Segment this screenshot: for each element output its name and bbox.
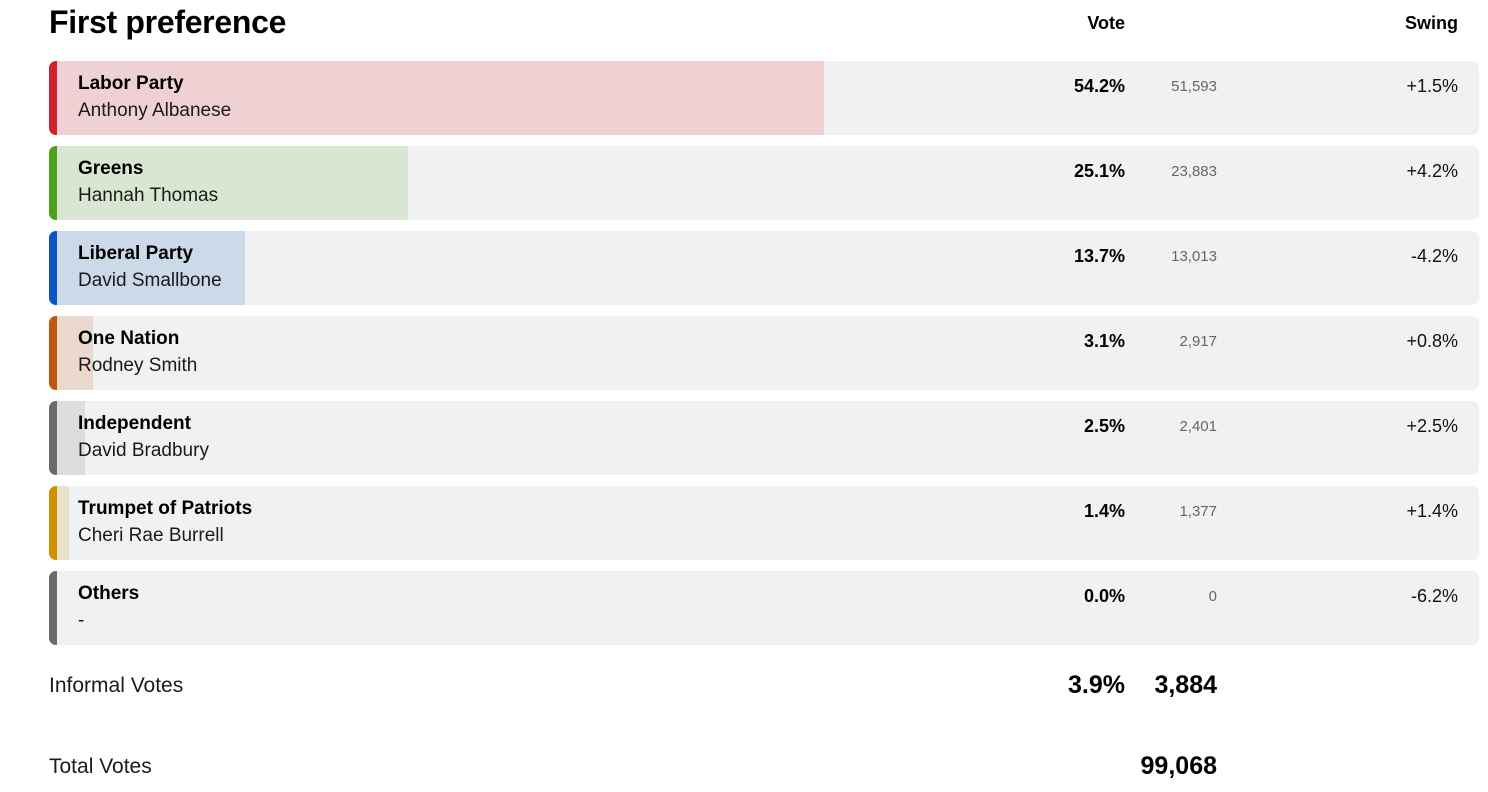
vote-percentage: 13.7%: [1073, 246, 1125, 266]
party-color-stripe: [49, 61, 57, 135]
result-row: One Nation Rodney Smith 3.1% 2,917 +0.8%: [49, 316, 1479, 390]
swing-value: +4.2%: [1406, 161, 1458, 181]
candidate-name: Hannah Thomas: [78, 185, 219, 206]
party-name: One Nation: [78, 328, 180, 349]
swing-value: +0.8%: [1406, 331, 1458, 351]
candidate-name: David Smallbone: [78, 270, 222, 291]
party-name: Independent: [78, 413, 191, 434]
vote-count: 23,883: [1171, 163, 1217, 180]
results-list: Labor Party Anthony Albanese 54.2% 51,593 +1…: [49, 61, 1479, 656]
candidate-name: Anthony Albanese: [78, 100, 232, 121]
swing-value: -6.2%: [1410, 586, 1458, 606]
vote-count: 2,401: [1179, 418, 1217, 435]
party-name: Liberal Party: [78, 243, 194, 264]
result-row: Independent David Bradbury 2.5% 2,401 +2.5%: [49, 401, 1479, 475]
informal-votes-count: 3,884: [1154, 671, 1217, 699]
vote-count: 1,377: [1179, 503, 1217, 520]
party-name: Others: [78, 583, 140, 604]
page-title: First preference: [49, 4, 287, 40]
party-color-stripe: [49, 146, 57, 220]
vote-count: 0: [1208, 588, 1217, 605]
party-name: Greens: [78, 158, 144, 179]
party-color-stripe: [49, 316, 57, 390]
vote-share-bar: [49, 146, 408, 220]
vote-column-header: Vote: [1087, 13, 1125, 33]
vote-percentage: 2.5%: [1083, 416, 1125, 436]
total-votes-count: 99,068: [1140, 752, 1217, 780]
candidate-name: Rodney Smith: [78, 355, 198, 376]
vote-share-bar: [49, 61, 824, 135]
result-row: Others - 0.0% 0 -6.2%: [49, 571, 1479, 645]
informal-votes-label: Informal Votes: [49, 674, 184, 697]
vote-percentage: 25.1%: [1073, 161, 1125, 181]
party-color-stripe: [49, 486, 57, 560]
candidate-name: Cheri Rae Burrell: [78, 525, 224, 546]
vote-percentage: 1.4%: [1083, 501, 1125, 521]
swing-value: -4.2%: [1410, 246, 1458, 266]
vote-percentage: 54.2%: [1073, 76, 1125, 96]
vote-percentage: 0.0%: [1083, 586, 1125, 606]
result-row: Trumpet of Patriots Cheri Rae Burrell 1.4%…: [49, 486, 1479, 560]
total-votes-row: Total Votes 99,068: [49, 750, 1479, 784]
informal-votes-pct: 3.9%: [1068, 671, 1125, 699]
party-name: Trumpet of Patriots: [78, 498, 253, 519]
vote-count: 51,593: [1171, 78, 1217, 95]
vote-count: 13,013: [1171, 248, 1217, 265]
vote-percentage: 3.1%: [1083, 331, 1125, 351]
swing-column-header: Swing: [1405, 13, 1458, 33]
candidate-name: David Bradbury: [78, 440, 209, 461]
result-row: Greens Hannah Thomas 25.1% 23,883 +4.2%: [49, 146, 1479, 220]
vote-count: 2,917: [1179, 333, 1217, 350]
party-color-stripe: [49, 231, 57, 305]
swing-value: +1.4%: [1406, 501, 1458, 521]
result-row: Labor Party Anthony Albanese 54.2% 51,593 +1…: [49, 61, 1479, 135]
party-color-stripe: [49, 401, 57, 475]
informal-votes-row: Informal Votes 3.9% 3,884: [49, 669, 1479, 703]
party-color-stripe: [49, 571, 57, 645]
result-row: Liberal Party David Smallbone 13.7% 13,013 -…: [49, 231, 1479, 305]
vote-share-bar: [49, 231, 245, 305]
total-votes-label: Total Votes: [49, 755, 152, 778]
swing-value: +2.5%: [1406, 416, 1458, 436]
swing-value: +1.5%: [1406, 76, 1458, 96]
party-name: Labor Party: [78, 73, 184, 94]
candidate-name: -: [78, 610, 85, 631]
